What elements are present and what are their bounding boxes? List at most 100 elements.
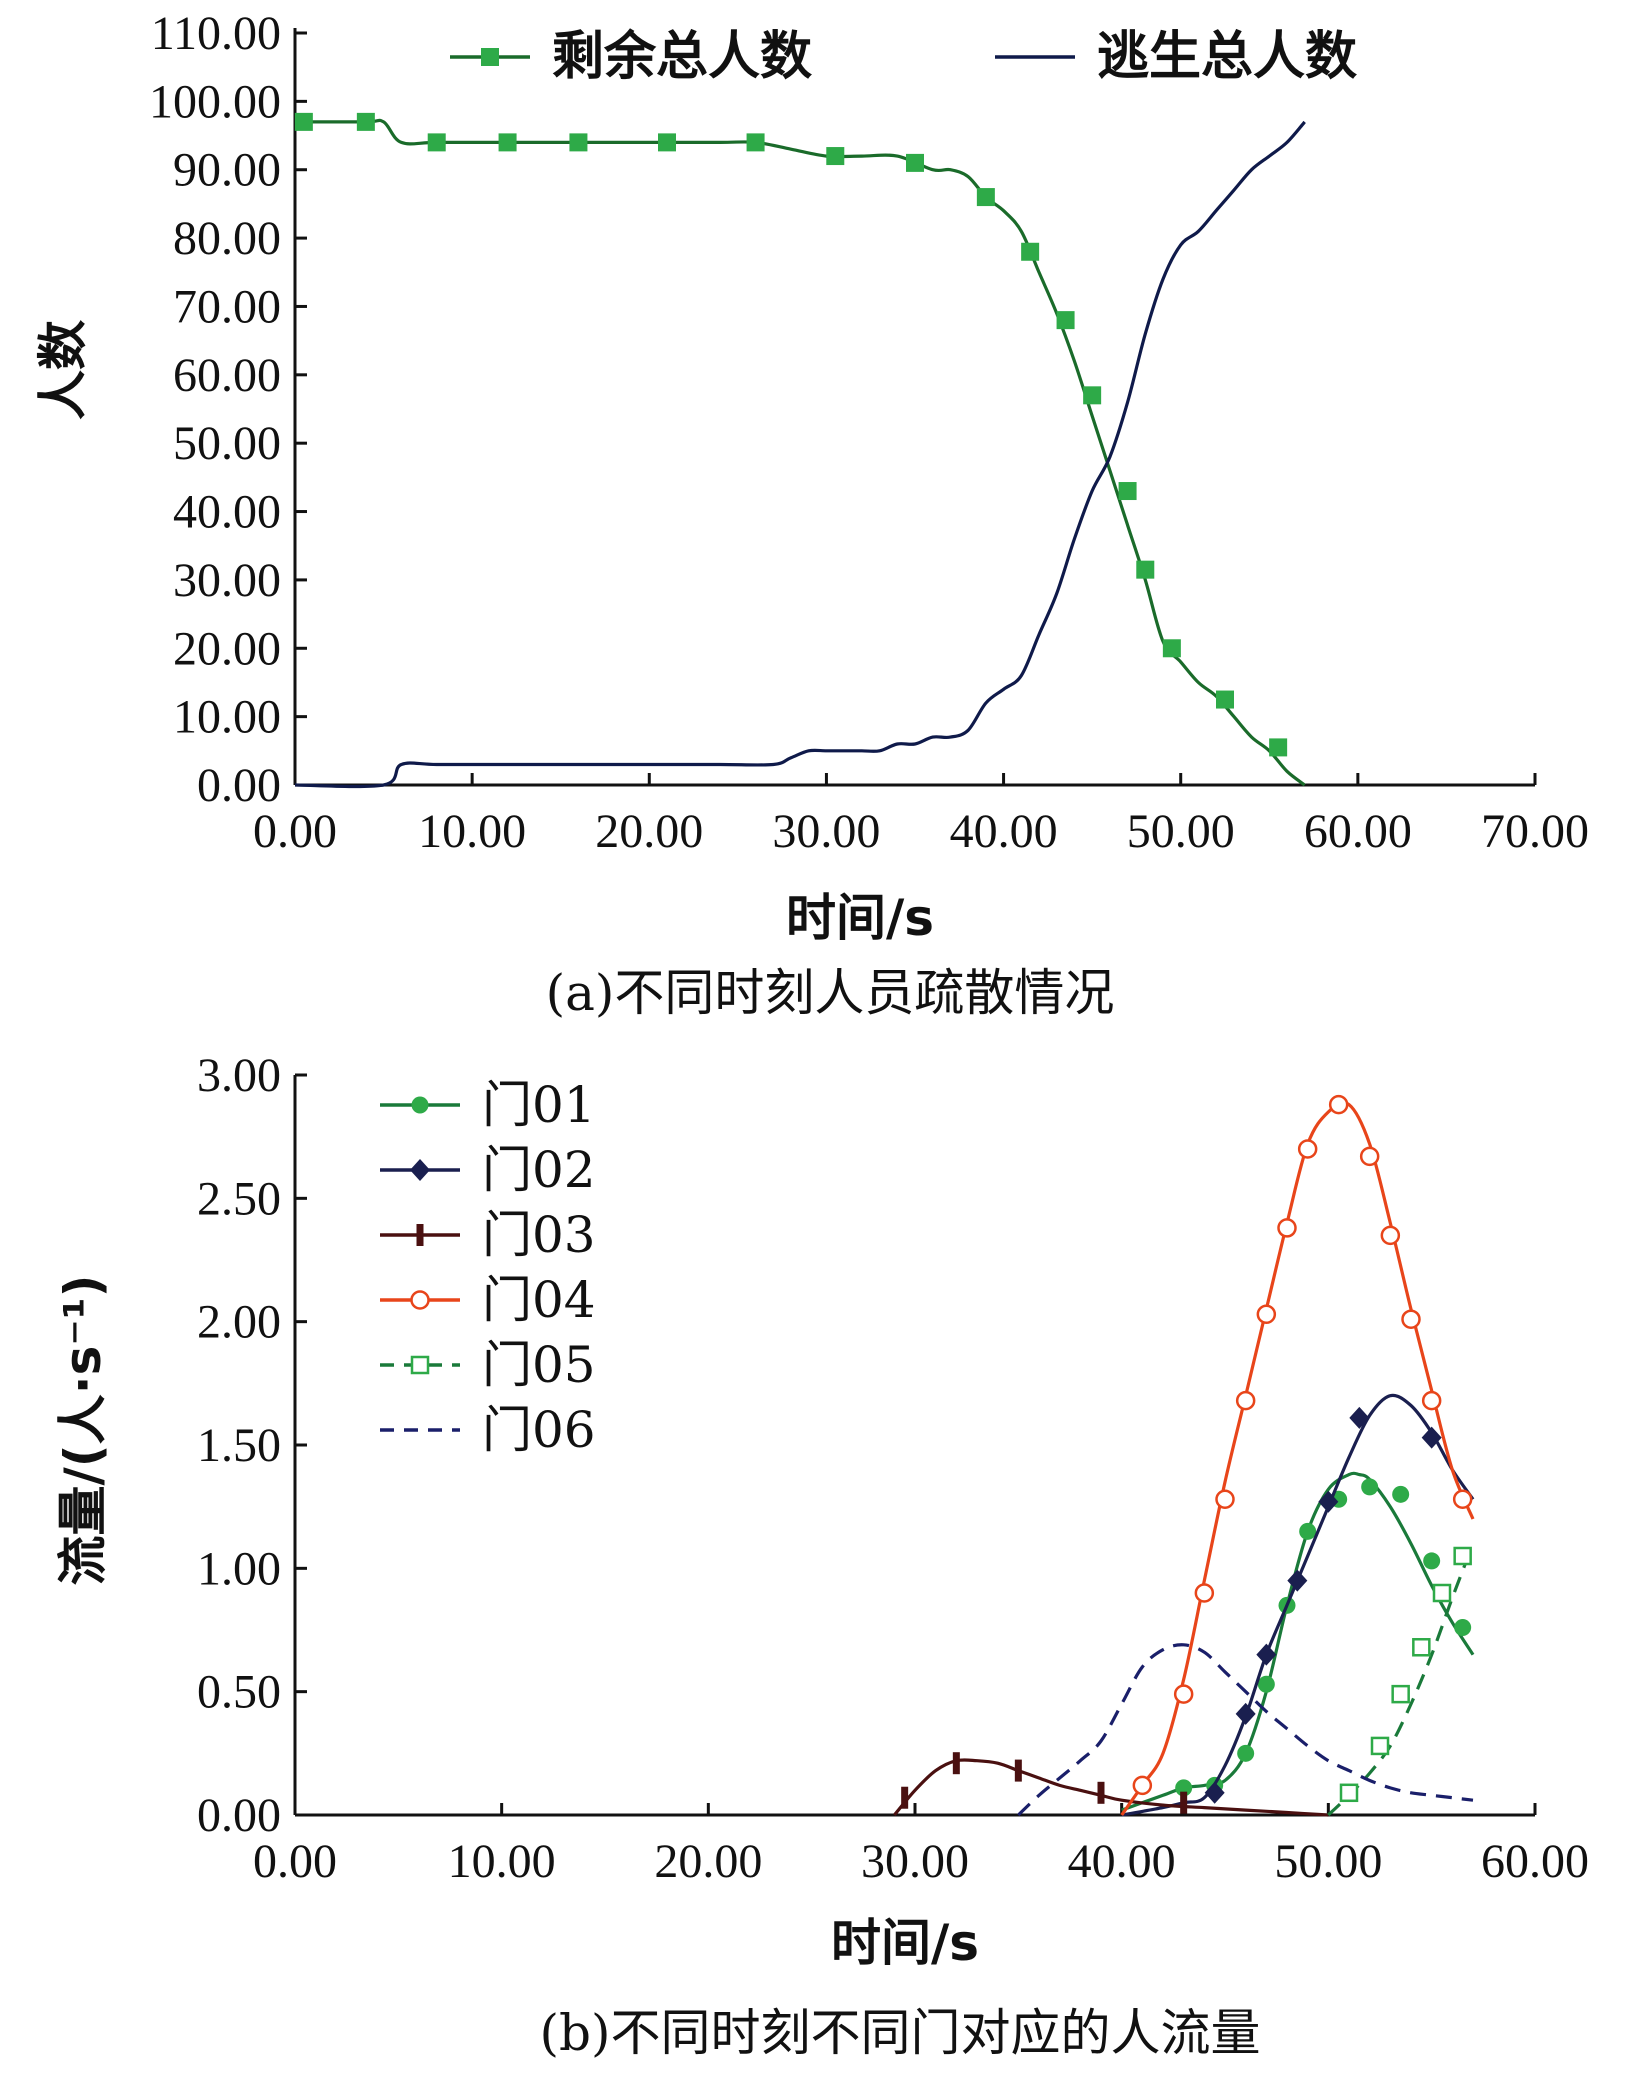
x-tick-label-7: 70.00 <box>1481 805 1589 858</box>
x-tick-label-6: 60.00 <box>1481 1835 1589 1888</box>
chart-a-x-ticks: 0.00 10.00 20.00 30.00 40.00 50.00 60.00 70.00 <box>253 773 1589 858</box>
门04-marker-2 <box>1194 1583 1215 1603</box>
门03-marker-3 <box>1097 1781 1105 1804</box>
y-tick-label-7: 70.00 <box>173 280 281 333</box>
剩余总人数-marker-13 <box>1118 482 1137 501</box>
chart-a-legend: 剩余总人数 逃生总人数 <box>450 27 1357 87</box>
门02-marker-3 <box>1287 1569 1308 1592</box>
剩余总人数-marker-3 <box>498 133 517 152</box>
legend-label-门05: 门05 <box>482 1336 596 1394</box>
x-tick-label-3: 30.00 <box>772 805 880 858</box>
legend-label-门01: 门01 <box>482 1076 596 1134</box>
门01-marker-10 <box>1454 1619 1472 1637</box>
剩余总人数-marker-14 <box>1136 560 1155 579</box>
legend-门04-marker-legend <box>410 1290 430 1310</box>
y-tick-label-11: 110.00 <box>151 7 281 60</box>
chart-a-x-label: 时间/s <box>786 889 934 947</box>
剩余总人数-marker-15 <box>1162 639 1181 658</box>
门02-marker-5 <box>1349 1406 1370 1429</box>
剩余总人数-marker-12 <box>1083 386 1102 405</box>
门01-marker-5 <box>1299 1522 1317 1540</box>
legend-label-剩余总人数: 剩余总人数 <box>552 27 812 87</box>
y-tick-label-6: 3.00 <box>197 1049 281 1102</box>
门01-marker-2 <box>1237 1744 1255 1762</box>
x-tick-label-4: 40.00 <box>950 805 1058 858</box>
chart-a-series <box>294 112 1306 789</box>
series-剩余总人数 <box>294 112 1306 787</box>
门05-marker-5 <box>1453 1546 1472 1566</box>
series-门06 <box>1017 1643 1474 1817</box>
门01-marker-9 <box>1423 1552 1441 1570</box>
x-tick-label-2: 20.00 <box>654 1835 762 1888</box>
门04-marker-11 <box>1401 1309 1421 1329</box>
y-tick-label-1: 10.00 <box>173 691 281 744</box>
x-tick-label-0: 0.00 <box>253 805 337 858</box>
门05-marker-4 <box>1432 1583 1452 1603</box>
legend-item-逃生总人数: 逃生总人数 <box>995 27 1357 87</box>
chart-b-y-ticks: 0.00 0.50 1.00 1.50 2.00 2.50 3.00 <box>197 1049 307 1842</box>
chart-b-x-ticks: 0.00 10.00 20.00 30.00 40.00 50.00 60.00 <box>253 1803 1589 1888</box>
series-门03 <box>893 1752 1329 1817</box>
剩余总人数-marker-5 <box>658 133 676 152</box>
legend-门03-marker-legend <box>416 1224 424 1246</box>
门01-marker-8 <box>1392 1485 1410 1503</box>
门03-marker-0 <box>901 1786 909 1809</box>
x-tick-label-6: 60.00 <box>1304 805 1412 858</box>
y-tick-label-1: 0.50 <box>197 1666 281 1719</box>
门03-marker-4 <box>1180 1791 1188 1814</box>
x-tick-label-1: 10.00 <box>448 1835 556 1888</box>
门02-marker-4 <box>1318 1490 1339 1513</box>
chart-b: 0.00 0.50 1.00 1.50 2.00 2.50 3.00 0.00 10.00 20… <box>54 1049 1589 2062</box>
剩余总人数-marker-10 <box>1021 242 1040 261</box>
门04-marker-1 <box>1173 1684 1194 1704</box>
legend-门05-marker-legend <box>410 1355 430 1375</box>
legend-item-门02: 门02 <box>380 1141 596 1199</box>
chart-b-y-label: 流量/(人·s⁻¹) <box>54 1274 112 1585</box>
y-tick-label-5: 2.50 <box>197 1172 281 1225</box>
y-tick-label-10: 100.00 <box>149 75 281 128</box>
legend-剩余总人数-marker-legend <box>481 48 499 66</box>
门04-marker-3 <box>1215 1489 1235 1510</box>
y-tick-label-5: 50.00 <box>173 417 281 470</box>
门02-marker-2 <box>1256 1643 1277 1666</box>
门04-marker-12 <box>1421 1390 1442 1411</box>
剩余总人数-marker-2 <box>427 133 446 152</box>
legend-label-门02: 门02 <box>482 1141 596 1199</box>
门04-marker-5 <box>1256 1304 1277 1325</box>
series-逃生总人数 <box>294 120 1306 789</box>
门04-marker-10 <box>1380 1225 1401 1246</box>
y-tick-label-3: 30.00 <box>173 554 281 607</box>
chart-b-x-label: 时间/s <box>831 1914 979 1972</box>
series-line-逃生总人数 <box>294 120 1306 789</box>
门01-marker-0 <box>1175 1779 1193 1797</box>
剩余总人数-marker-7 <box>826 147 845 166</box>
门01-marker-3 <box>1257 1675 1275 1693</box>
y-tick-label-0: 0.00 <box>197 1789 281 1842</box>
legend-item-门01: 门01 <box>380 1076 596 1134</box>
legend-item-门04: 门04 <box>380 1271 596 1329</box>
series-line-剩余总人数 <box>295 118 1306 787</box>
series-line-门05 <box>1327 1543 1475 1817</box>
legend-门02-marker-legend <box>410 1159 430 1181</box>
x-tick-label-1: 10.00 <box>418 805 526 858</box>
legend-label-逃生总人数: 逃生总人数 <box>1097 27 1357 87</box>
series-line-门03 <box>893 1758 1329 1817</box>
legend-item-门06: 门06 <box>380 1401 596 1459</box>
series-line-门04 <box>1120 1101 1475 1816</box>
门05-marker-1 <box>1370 1736 1390 1756</box>
y-tick-label-3: 1.50 <box>197 1419 281 1472</box>
门03-marker-2 <box>1014 1759 1022 1782</box>
门04-marker-6 <box>1277 1218 1297 1238</box>
legend-item-剩余总人数: 剩余总人数 <box>450 27 812 87</box>
剩余总人数-marker-17 <box>1269 738 1288 757</box>
legend-label-门03: 门03 <box>482 1206 596 1264</box>
x-tick-label-3: 30.00 <box>861 1835 969 1888</box>
门02-marker-0 <box>1204 1781 1225 1804</box>
门04-marker-0 <box>1132 1775 1153 1796</box>
剩余总人数-marker-8 <box>906 153 924 172</box>
剩余总人数-marker-4 <box>569 133 588 152</box>
legend-item-门05: 门05 <box>380 1336 596 1394</box>
series-line-门01 <box>1121 1471 1475 1812</box>
门04-marker-9 <box>1359 1146 1380 1167</box>
chart-a-y-ticks: 0.00 10.00 20.00 30.00 40.00 50.00 60.00 70.00 8… <box>149 7 307 812</box>
